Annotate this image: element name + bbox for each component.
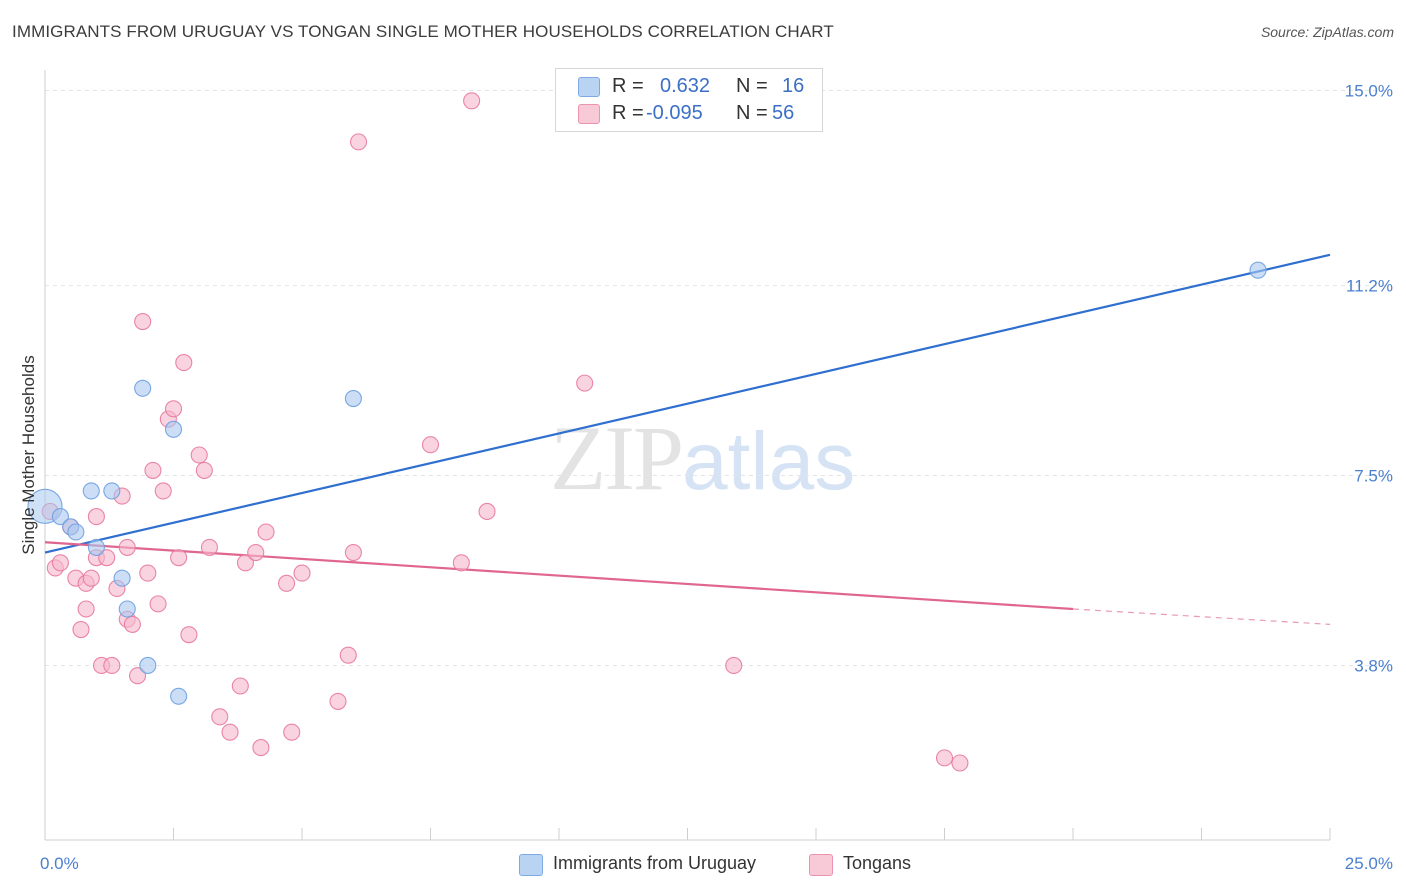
watermark-zip: ZIP bbox=[550, 407, 684, 509]
legend-r-value: -0.095 bbox=[646, 102, 703, 124]
point-tongans bbox=[283, 723, 301, 741]
point-tongans bbox=[200, 538, 219, 556]
y-tick-label: 7.5% bbox=[1354, 467, 1393, 486]
legend-swatch-tongans bbox=[578, 104, 600, 124]
point-uruguay bbox=[113, 569, 131, 587]
point-tongans bbox=[77, 600, 95, 618]
trend-line-tongans bbox=[44, 541, 1074, 611]
point-tongans bbox=[339, 646, 357, 664]
point-uruguay bbox=[139, 656, 157, 675]
point-uruguay bbox=[51, 508, 69, 526]
source-credit: Source: ZipAtlas.com bbox=[1260, 24, 1394, 40]
point-tongans bbox=[329, 692, 347, 710]
point-tongans bbox=[478, 502, 496, 521]
point-uruguay bbox=[134, 379, 152, 397]
point-tongans bbox=[421, 436, 440, 454]
y-tick-label: 3.8% bbox=[1354, 656, 1393, 675]
point-tongans bbox=[231, 677, 249, 695]
series-label-uruguay: Immigrants from Uruguay bbox=[553, 853, 757, 873]
legend-r-label: R = bbox=[612, 102, 644, 124]
point-tongans bbox=[725, 656, 743, 675]
y-tick-label: 15.0% bbox=[1345, 82, 1393, 101]
point-tongans bbox=[293, 564, 311, 582]
point-tongans bbox=[195, 461, 213, 479]
point-tongans bbox=[170, 549, 188, 567]
point-tongans bbox=[349, 133, 368, 151]
x-tick-label: 0.0% bbox=[40, 854, 79, 873]
tick-labels: 3.8% 7.5% 11.2% 15.0% 0.0% 25.0% bbox=[40, 82, 1393, 873]
point-tongans bbox=[180, 626, 198, 644]
point-tongans bbox=[98, 549, 116, 567]
trend-line-uruguay bbox=[44, 253, 1331, 554]
point-tongans bbox=[164, 400, 183, 418]
axes bbox=[44, 70, 1331, 841]
trend-lines bbox=[44, 253, 1331, 625]
legend-r-label: R = bbox=[612, 75, 644, 97]
legend-swatch-uruguay bbox=[578, 77, 600, 97]
point-tongans bbox=[935, 749, 954, 767]
legend-n-label: N = bbox=[736, 75, 768, 97]
legend-n-label: N = bbox=[736, 102, 768, 124]
point-uruguay bbox=[103, 482, 121, 500]
series-label-tongans: Tongans bbox=[843, 853, 912, 873]
point-uruguay bbox=[1249, 261, 1267, 279]
point-tongans bbox=[452, 554, 470, 572]
point-tongans bbox=[236, 554, 255, 572]
point-tongans bbox=[87, 508, 105, 526]
point-tongans bbox=[221, 723, 239, 741]
point-tongans bbox=[51, 554, 69, 572]
grid-lines bbox=[45, 90, 1385, 666]
point-tongans bbox=[82, 569, 100, 587]
legend-n-value: 16 bbox=[782, 75, 805, 97]
series-swatch-uruguay bbox=[519, 854, 543, 876]
point-tongans bbox=[344, 543, 362, 562]
point-tongans bbox=[278, 574, 296, 592]
watermark: ZIPatlas bbox=[550, 405, 855, 511]
point-uruguay bbox=[118, 600, 136, 618]
correlation-legend: R = 0.632 N = 16 R = -0.095 N = 56 bbox=[555, 68, 823, 132]
x-tick-label: 25.0% bbox=[1345, 854, 1393, 873]
point-tongans bbox=[576, 374, 594, 392]
y-tick-label: 11.2% bbox=[1346, 277, 1393, 296]
point-tongans bbox=[247, 543, 265, 562]
point-tongans bbox=[252, 739, 270, 757]
point-tongans bbox=[211, 708, 229, 726]
data-points bbox=[27, 92, 1267, 772]
point-uruguay bbox=[67, 523, 85, 541]
point-tongans bbox=[123, 615, 141, 633]
point-tongans bbox=[118, 538, 136, 556]
point-tongans bbox=[463, 92, 481, 110]
point-uruguay bbox=[87, 538, 105, 556]
point-tongans bbox=[154, 482, 172, 500]
point-tongans bbox=[139, 564, 157, 582]
point-tongans bbox=[149, 595, 167, 613]
point-tongans bbox=[72, 620, 90, 639]
point-tongans bbox=[103, 656, 121, 675]
y-axis-title: Single Mother Households bbox=[19, 355, 38, 554]
chart-title: IMMIGRANTS FROM URUGUAY VS TONGAN SINGLE… bbox=[12, 22, 834, 41]
point-tongans bbox=[134, 312, 152, 331]
point-uruguay bbox=[82, 482, 100, 500]
watermark-atlas: atlas bbox=[682, 416, 856, 507]
point-uruguay bbox=[344, 389, 362, 408]
point-tongans bbox=[190, 446, 208, 464]
point-tongans bbox=[257, 523, 275, 541]
legend-r-value: 0.632 bbox=[660, 75, 711, 97]
legend-n-value: 56 bbox=[772, 102, 795, 124]
point-uruguay bbox=[164, 420, 183, 438]
point-tongans bbox=[175, 354, 193, 372]
point-tongans bbox=[144, 461, 162, 479]
point-tongans bbox=[128, 667, 147, 685]
series-swatch-tongans bbox=[809, 854, 833, 876]
trend-line-tongans-extension bbox=[1072, 608, 1331, 625]
point-tongans bbox=[951, 754, 969, 772]
point-uruguay bbox=[170, 687, 188, 705]
